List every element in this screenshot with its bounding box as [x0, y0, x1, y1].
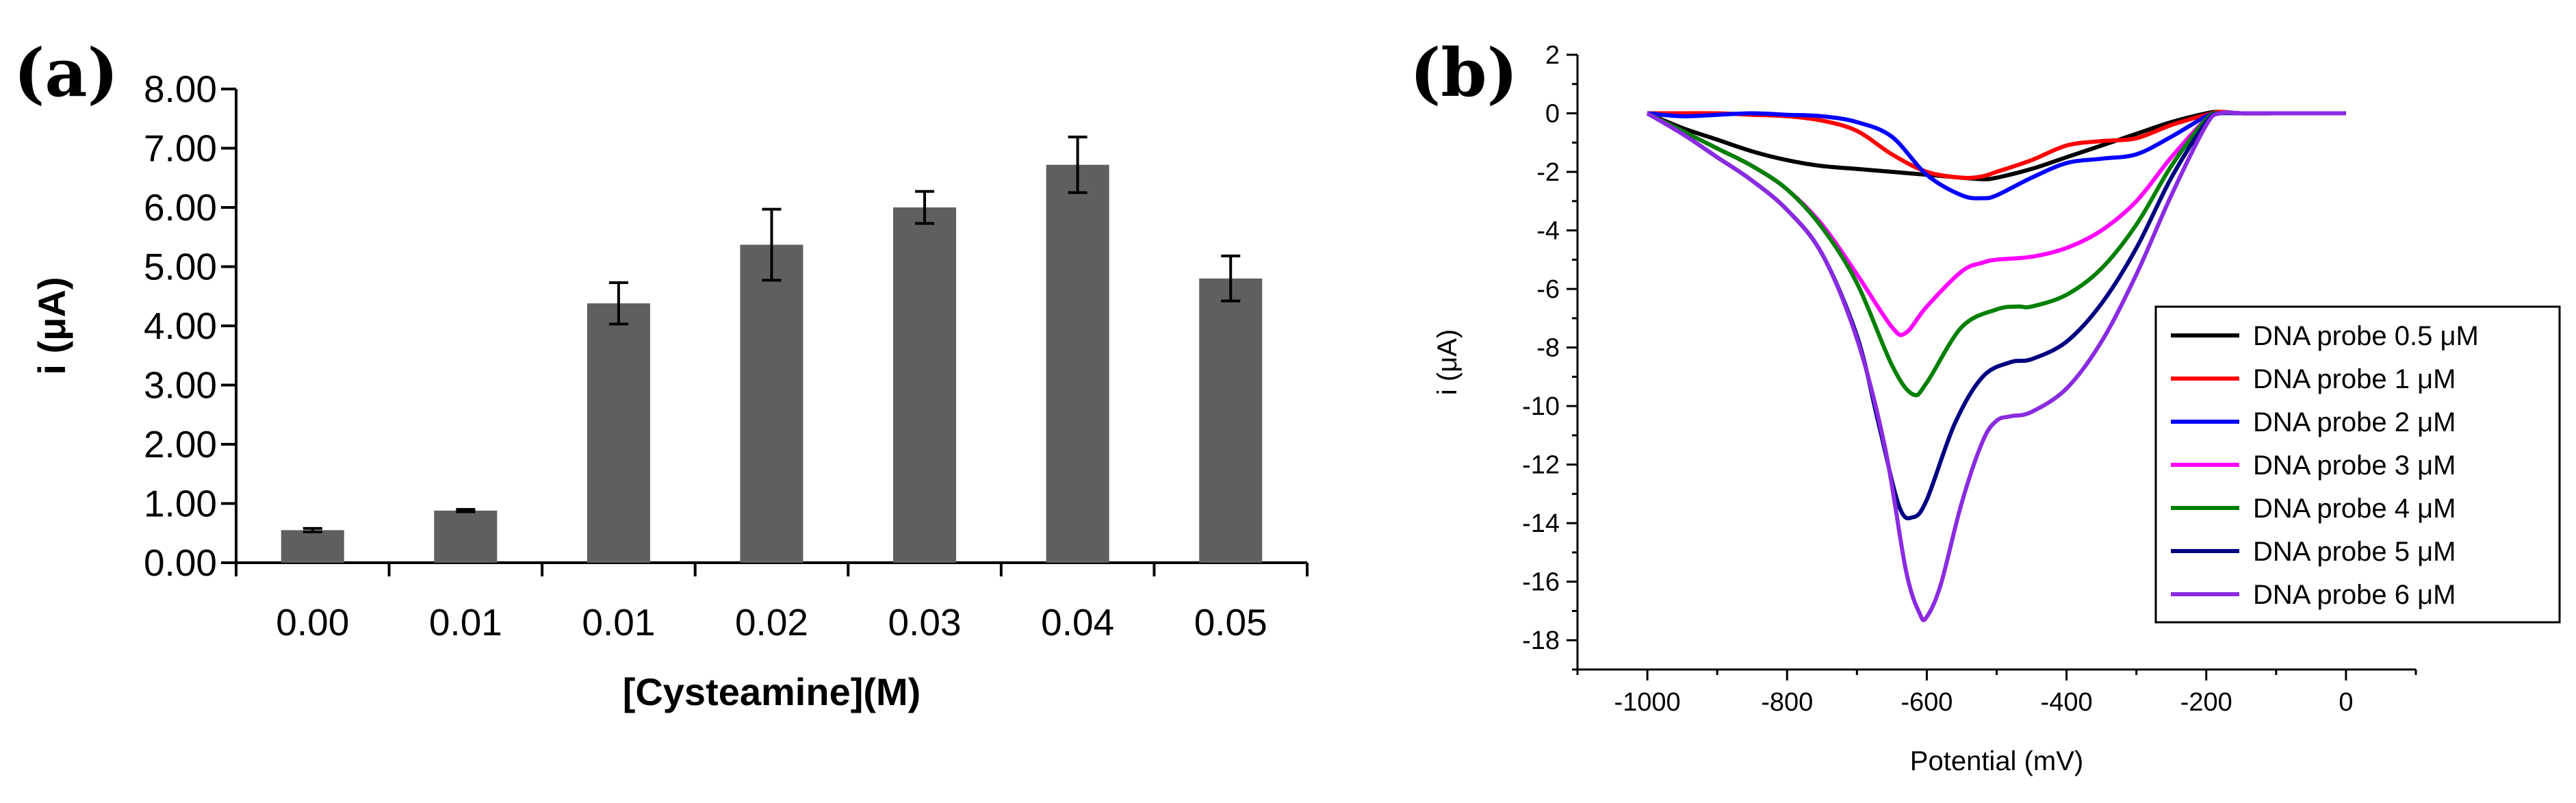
bar: [1046, 164, 1109, 563]
bar: [740, 244, 803, 563]
bar: [587, 303, 650, 563]
y-tick-label: 2.00: [144, 423, 217, 466]
x-tick-label: 0.01: [582, 601, 655, 643]
y-tick-label: 2: [1545, 41, 1560, 70]
y-tick-label: 5.00: [144, 246, 217, 288]
y-tick-label: -16: [1522, 568, 1560, 597]
bar: [281, 530, 344, 563]
y-tick-label: -10: [1522, 392, 1560, 421]
panel-label-a: (a): [14, 34, 118, 112]
panel-label-b: (b): [1410, 34, 1518, 112]
y-tick-label: -18: [1522, 626, 1560, 655]
line-chart-dna-probe: Potential (mV) i (μA) 2 0 -2 -4 -6 -8 -10 -12 -1…: [1432, 41, 2561, 776]
y-tick-label: 6.00: [144, 186, 217, 229]
series-line-3: [1647, 111, 2346, 201]
x-tick-label: 0.05: [1194, 601, 1267, 643]
x-tick-label: -1000: [1614, 688, 1680, 717]
x-tick-label: 0.01: [429, 601, 502, 643]
x-tick-label: 0.03: [888, 601, 962, 643]
legend-entry: DNA probe 1 μM: [2253, 364, 2456, 394]
x-axis-title: [Cysteamine](M): [623, 670, 921, 713]
x-axis-title: Potential (mV): [1910, 746, 2083, 776]
bar: [1199, 278, 1263, 563]
x-tick-label: -200: [2180, 688, 2232, 717]
x-tick-label: 0.04: [1041, 601, 1114, 643]
x-tick-label: -800: [1761, 688, 1813, 717]
x-tick-label: -400: [2041, 688, 2093, 717]
y-tick-label: 8.00: [144, 68, 217, 110]
y-tick-label: 1.00: [144, 483, 217, 525]
x-tick-label: 0.00: [276, 601, 349, 643]
y-tick-label: -6: [1536, 275, 1560, 304]
legend-entry: DNA probe 3 μM: [2253, 450, 2456, 481]
series-line-1: [1646, 110, 2346, 181]
legend-entry: DNA probe 5 μM: [2253, 537, 2456, 567]
series-line-4: [1646, 110, 2346, 337]
y-tick-label: -4: [1536, 217, 1560, 246]
y-tick-label: 0.00: [144, 541, 217, 584]
legend-entry: DNA probe 0.5 μM: [2253, 321, 2479, 351]
legend-entry: DNA probe 4 μM: [2253, 494, 2456, 524]
y-tick-label: 3.00: [144, 364, 217, 407]
series-line-7: [1646, 110, 2346, 622]
bar: [893, 207, 957, 563]
x-tick-label: -600: [1901, 688, 1953, 717]
bar-chart-cysteamine: [Cysteamine](M) i (μA) 0.00 1.00 2.00 3.00 4…: [30, 68, 1309, 713]
bar: [434, 510, 498, 563]
legend-entry: DNA probe 6 μM: [2253, 580, 2456, 610]
y-tick-label: 7.00: [144, 127, 217, 170]
y-tick-label: -14: [1522, 509, 1560, 538]
y-tick-label: -12: [1522, 451, 1560, 480]
y-axis-title: i (μA): [30, 277, 73, 374]
y-tick-label: -2: [1536, 158, 1560, 187]
y-axis-title: i (μA): [1432, 329, 1463, 395]
y-tick-label: 0: [1545, 100, 1560, 129]
y-tick-label: 4.00: [144, 305, 217, 347]
x-tick-label: 0: [2339, 688, 2353, 717]
legend-entry: DNA probe 2 μM: [2253, 407, 2456, 437]
x-tick-label: 0.02: [735, 601, 808, 643]
y-tick-label: -8: [1536, 334, 1560, 363]
